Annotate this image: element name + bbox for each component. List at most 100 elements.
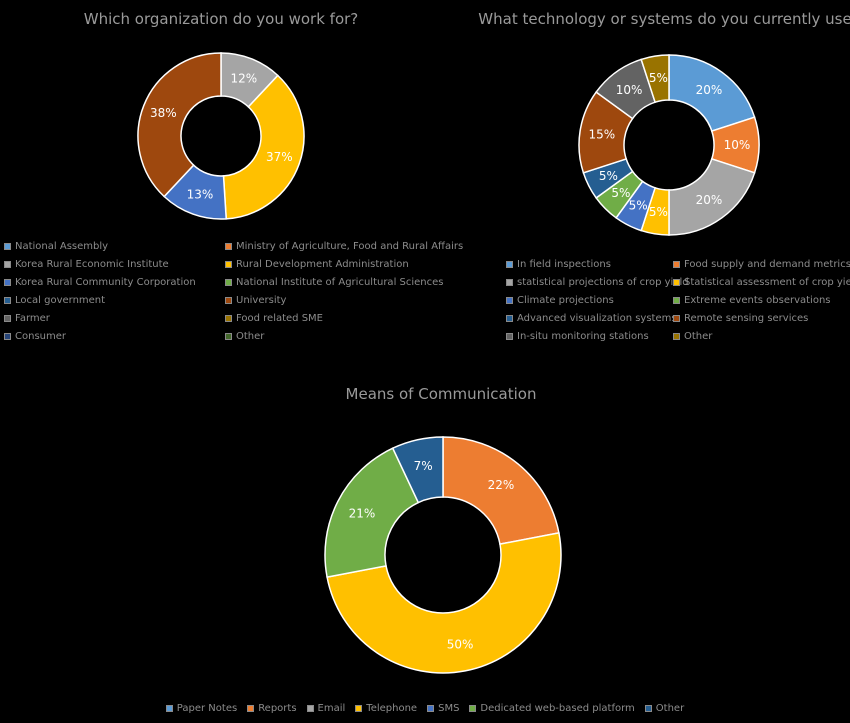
legend-item: Paper Notes: [165, 703, 237, 714]
chart-title-technology: What technology or systems do you curren…: [478, 10, 850, 28]
legend-item: Other: [225, 331, 264, 342]
slice-reports: [442, 436, 560, 546]
legend-item: In-situ monitoring stations: [506, 331, 649, 342]
legend-swatch: [673, 315, 680, 322]
donut-chart-technology: 20%10%20%5%5%5%5%15%10%5%: [578, 54, 760, 236]
slice-university: [137, 52, 222, 198]
slice-dedicated-web-based-platform: [324, 447, 420, 578]
legend-item: Local government: [4, 295, 105, 306]
legend-item: Email: [306, 703, 346, 714]
legend-item: National Institute of Agricultural Scien…: [225, 277, 444, 288]
legend-label: Local government: [15, 295, 106, 306]
legend-swatch: [4, 243, 11, 250]
data-label: 50%: [447, 637, 474, 651]
legend-label: Rural Development Administration: [236, 259, 409, 270]
legend-label: Consumer: [15, 331, 66, 342]
data-label: 13%: [187, 187, 214, 201]
data-label: 7%: [414, 459, 433, 473]
legend-item: Statistical assessment of crop yield: [673, 277, 850, 288]
data-label: 10%: [616, 83, 643, 97]
legend-item: Climate projections: [506, 295, 614, 306]
legend-item: Food related SME: [225, 313, 323, 324]
data-label: 38%: [150, 106, 177, 120]
legend-swatch: [4, 315, 11, 322]
legend-communication: Paper Notes Reports Email Telephone SMS Dedic…: [0, 703, 850, 714]
legend-label: Advanced visualization systems: [517, 313, 677, 324]
legend-item: Rural Development Administration: [225, 259, 409, 270]
data-label: 21%: [349, 507, 376, 521]
legend-item: In field inspections: [506, 259, 611, 270]
legend-item: Consumer: [4, 331, 66, 342]
data-label: 37%: [266, 150, 293, 164]
legend-swatch: [4, 297, 11, 304]
legend-label: University: [236, 295, 287, 306]
legend-item: Other: [644, 703, 685, 714]
legend-swatch: [427, 705, 435, 712]
data-label: 5%: [649, 71, 668, 85]
legend-swatch: [225, 261, 232, 268]
legend-label: Korea Rural Economic Institute: [15, 259, 169, 270]
data-label: 12%: [230, 71, 257, 85]
legend-label: Extreme events observations: [684, 295, 831, 306]
data-label: 10%: [724, 138, 751, 152]
legend-label: Food related SME: [236, 313, 324, 324]
legend-label: Climate projections: [517, 295, 614, 306]
legend-item: SMS: [427, 703, 459, 714]
legend-label: Ministry of Agriculture, Food and Rural …: [236, 241, 464, 252]
legend-label: SMS: [438, 703, 460, 714]
legend-swatch: [506, 333, 513, 340]
legend-swatch: [644, 705, 652, 712]
legend-label: Food supply and demand metrics: [684, 259, 850, 270]
legend-label: Dedicated web-based platform: [480, 703, 635, 714]
legend-swatch: [469, 705, 477, 712]
legend-swatch: [4, 261, 11, 268]
legend-label: Other: [236, 331, 265, 342]
data-label: 20%: [696, 83, 723, 97]
legend-item: Advanced visualization systems: [506, 313, 677, 324]
legend-swatch: [165, 705, 173, 712]
legend-item: Food supply and demand metrics: [673, 259, 850, 270]
legend-swatch: [506, 315, 513, 322]
legend-label: Email: [317, 703, 346, 714]
legend-item: Korea Rural Economic Institute: [4, 259, 169, 270]
legend-item: National Assembly: [4, 241, 108, 252]
legend-item: Extreme events observations: [673, 295, 831, 306]
legend-swatch: [673, 261, 680, 268]
legend-item: Telephone: [355, 703, 417, 714]
legend-swatch: [4, 279, 11, 286]
data-label: 22%: [488, 478, 515, 492]
data-label: 15%: [589, 127, 616, 141]
legend-item: Ministry of Agriculture, Food and Rural …: [225, 241, 463, 252]
legend-item: Remote sensing services: [673, 313, 808, 324]
data-label: 5%: [629, 199, 648, 213]
legend-swatch: [506, 297, 513, 304]
legend-label: Other: [655, 703, 685, 714]
legend-swatch: [225, 297, 232, 304]
legend-swatch: [355, 705, 363, 712]
legend-item: Korea Rural Community Corporation: [4, 277, 196, 288]
legend-swatch: [673, 279, 680, 286]
legend-swatch: [225, 315, 232, 322]
legend-swatch: [247, 705, 255, 712]
legend-label: Other: [684, 331, 713, 342]
legend-swatch: [673, 297, 680, 304]
legend-swatch: [506, 261, 513, 268]
legend-label: Reports: [258, 703, 297, 714]
chart-title-communication: Means of Communication: [345, 385, 537, 403]
legend-swatch: [225, 279, 232, 286]
data-label: 5%: [649, 205, 668, 219]
slice-rural-development-administration: [222, 74, 305, 220]
legend-swatch: [225, 243, 232, 250]
legend-item: Other: [673, 331, 712, 342]
chart-title-organization: Which organization do you work for?: [83, 10, 359, 28]
donut-chart-organization: 12% 37% 13% 38%: [137, 52, 305, 220]
legend-item: University: [225, 295, 286, 306]
legend-item: statistical projections of crop yield: [506, 277, 689, 288]
legend-item: Dedicated web-based platform: [469, 703, 635, 714]
legend-label: In-situ monitoring stations: [517, 331, 649, 342]
legend-swatch: [506, 279, 513, 286]
legend-label: National Institute of Agricultural Scien…: [236, 277, 444, 288]
legend-label: Statistical assessment of crop yield: [684, 277, 850, 288]
legend-label: statistical projections of crop yield: [517, 277, 689, 288]
legend-label: In field inspections: [517, 259, 611, 270]
